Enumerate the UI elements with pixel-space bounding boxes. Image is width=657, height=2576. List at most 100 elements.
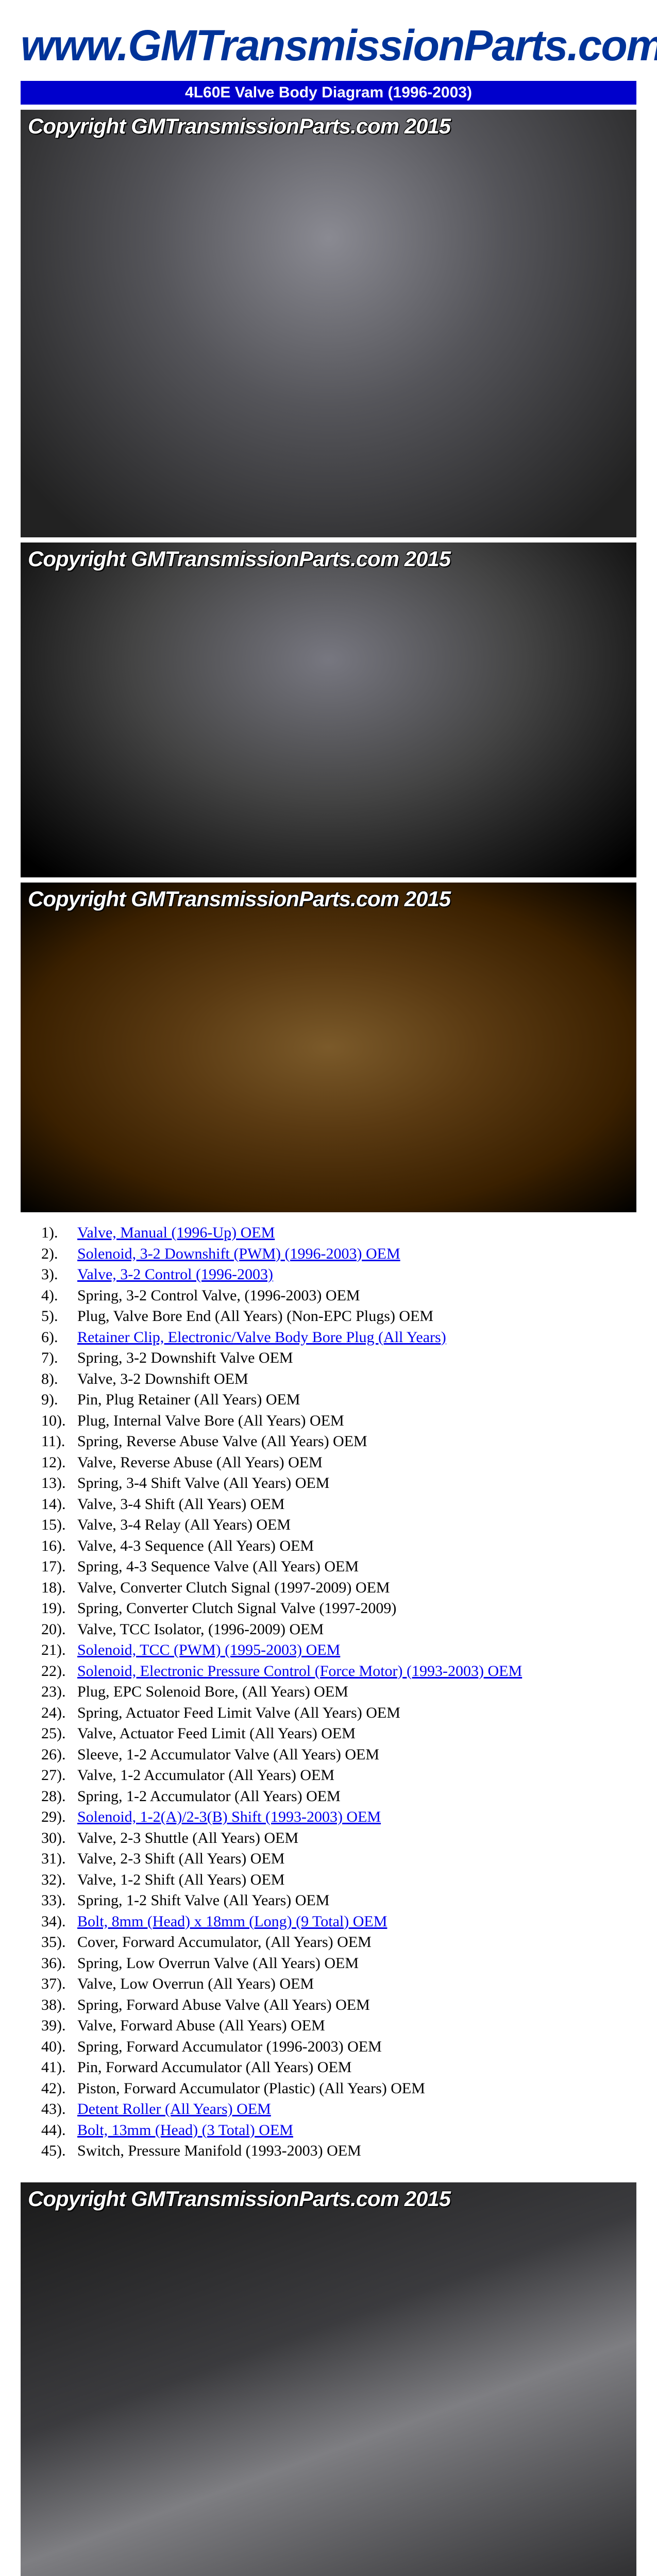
diagram-image: Copyright GMTransmissionParts.com 2015 <box>21 543 636 877</box>
part-text: Spring, 1-2 Shift Valve (All Years) OEM <box>77 1890 329 1911</box>
diagram-image: Copyright GMTransmissionParts.com 2015 <box>21 110 636 537</box>
part-number: 5). <box>41 1306 77 1327</box>
parts-list-row: 8).Valve, 3-2 Downshift OEM <box>41 1369 616 1390</box>
part-text: Valve, 1-2 Accumulator (All Years) OEM <box>77 1765 334 1786</box>
parts-list-row: 6).Retainer Clip, Electronic/Valve Body … <box>41 1327 616 1348</box>
part-number: 21). <box>41 1640 77 1661</box>
part-link[interactable]: Bolt, 8mm (Head) x 18mm (Long) (9 Total)… <box>77 1911 387 1933</box>
parts-list-row: 14).Valve, 3-4 Shift (All Years) OEM <box>41 1494 616 1515</box>
part-number: 26). <box>41 1744 77 1766</box>
part-number: 25). <box>41 1723 77 1744</box>
part-number: 32). <box>41 1870 77 1891</box>
part-text: Valve, 3-4 Shift (All Years) OEM <box>77 1494 284 1515</box>
part-number: 28). <box>41 1786 77 1807</box>
copyright-overlay: Copyright GMTransmissionParts.com 2015 <box>21 883 458 916</box>
part-link[interactable]: Valve, 3-2 Control (1996-2003) <box>77 1264 273 1285</box>
parts-list-row: 30).Valve, 2-3 Shuttle (All Years) OEM <box>41 1828 616 1849</box>
part-text: Spring, Actuator Feed Limit Valve (All Y… <box>77 1703 400 1724</box>
part-text: Spring, 3-2 Downshift Valve OEM <box>77 1348 293 1369</box>
parts-list-row: 31).Valve, 2-3 Shift (All Years) OEM <box>41 1849 616 1870</box>
part-text: Valve, Converter Clutch Signal (1997-200… <box>77 1578 390 1599</box>
parts-list-row: 9).Pin, Plug Retainer (All Years) OEM <box>41 1389 616 1411</box>
part-text: Spring, Reverse Abuse Valve (All Years) … <box>77 1431 367 1452</box>
part-text: Spring, Low Overrun Valve (All Years) OE… <box>77 1953 359 1974</box>
parts-list-row: 12).Valve, Reverse Abuse (All Years) OEM <box>41 1452 616 1473</box>
part-number: 8). <box>41 1369 77 1390</box>
part-number: 14). <box>41 1494 77 1515</box>
part-number: 23). <box>41 1682 77 1703</box>
parts-list-row: 24).Spring, Actuator Feed Limit Valve (A… <box>41 1703 616 1724</box>
part-number: 30). <box>41 1828 77 1849</box>
part-number: 20). <box>41 1619 77 1640</box>
site-url-top[interactable]: www.GMTransmissionParts.com <box>21 10 636 81</box>
part-text: Valve, 4-3 Sequence (All Years) OEM <box>77 1536 314 1557</box>
part-number: 42). <box>41 2078 77 2099</box>
part-text: Switch, Pressure Manifold (1993-2003) OE… <box>77 2141 361 2162</box>
part-link[interactable]: Bolt, 13mm (Head) (3 Total) OEM <box>77 2120 293 2141</box>
parts-list-row: 39).Valve, Forward Abuse (All Years) OEM <box>41 2015 616 2037</box>
part-text: Sleeve, 1-2 Accumulator Valve (All Years… <box>77 1744 379 1766</box>
part-number: 16). <box>41 1536 77 1557</box>
copyright-overlay: Copyright GMTransmissionParts.com 2015 <box>21 110 458 143</box>
part-text: Spring, 4-3 Sequence Valve (All Years) O… <box>77 1556 359 1578</box>
part-text: Plug, EPC Solenoid Bore, (All Years) OEM <box>77 1682 348 1703</box>
copyright-overlay: Copyright GMTransmissionParts.com 2015 <box>21 2182 458 2215</box>
part-text: Spring, 3-4 Shift Valve (All Years) OEM <box>77 1473 329 1494</box>
part-text: Valve, TCC Isolator, (1996-2009) OEM <box>77 1619 324 1640</box>
part-number: 17). <box>41 1556 77 1578</box>
part-number: 11). <box>41 1431 77 1452</box>
parts-list-row: 42).Piston, Forward Accumulator (Plastic… <box>41 2078 616 2099</box>
part-link[interactable]: Solenoid, Electronic Pressure Control (F… <box>77 1661 522 1682</box>
part-text: Valve, Low Overrun (All Years) OEM <box>77 1974 314 1995</box>
parts-list-row: 22).Solenoid, Electronic Pressure Contro… <box>41 1661 616 1682</box>
part-link[interactable]: Solenoid, TCC (PWM) (1995-2003) OEM <box>77 1640 340 1661</box>
parts-list-row: 26).Sleeve, 1-2 Accumulator Valve (All Y… <box>41 1744 616 1766</box>
part-text: Pin, Plug Retainer (All Years) OEM <box>77 1389 300 1411</box>
parts-list-row: 17).Spring, 4-3 Sequence Valve (All Year… <box>41 1556 616 1578</box>
part-number: 36). <box>41 1953 77 1974</box>
part-number: 12). <box>41 1452 77 1473</box>
parts-list-row: 20).Valve, TCC Isolator, (1996-2009) OEM <box>41 1619 616 1640</box>
part-text: Plug, Valve Bore End (All Years) (Non-EP… <box>77 1306 433 1327</box>
parts-list-row: 36).Spring, Low Overrun Valve (All Years… <box>41 1953 616 1974</box>
part-number: 2). <box>41 1244 77 1265</box>
parts-list-row: 45).Switch, Pressure Manifold (1993-2003… <box>41 2141 616 2162</box>
parts-list-row: 19).Spring, Converter Clutch Signal Valv… <box>41 1598 616 1619</box>
part-text: Spring, Converter Clutch Signal Valve (1… <box>77 1598 396 1619</box>
diagram-image: Copyright GMTransmissionParts.com 2015 <box>21 883 636 1212</box>
parts-list-row: 33).Spring, 1-2 Shift Valve (All Years) … <box>41 1890 616 1911</box>
parts-list-row: 15).Valve, 3-4 Relay (All Years) OEM <box>41 1515 616 1536</box>
part-link[interactable]: Solenoid, 3-2 Downshift (PWM) (1996-2003… <box>77 1244 400 1265</box>
part-text: Piston, Forward Accumulator (Plastic) (A… <box>77 2078 425 2099</box>
part-text: Spring, 3-2 Control Valve, (1996-2003) O… <box>77 1285 360 1307</box>
parts-list-row: 13).Spring, 3-4 Shift Valve (All Years) … <box>41 1473 616 1494</box>
parts-list-row: 27).Valve, 1-2 Accumulator (All Years) O… <box>41 1765 616 1786</box>
part-number: 3). <box>41 1264 77 1285</box>
part-number: 1). <box>41 1223 77 1244</box>
part-text: Valve, 2-3 Shift (All Years) OEM <box>77 1849 284 1870</box>
parts-list-row: 25).Valve, Actuator Feed Limit (All Year… <box>41 1723 616 1744</box>
parts-list-row: 44).Bolt, 13mm (Head) (3 Total) OEM <box>41 2120 616 2141</box>
part-link[interactable]: Detent Roller (All Years) OEM <box>77 2099 271 2120</box>
part-link[interactable]: Solenoid, 1-2(A)/2-3(B) Shift (1993-2003… <box>77 1807 381 1828</box>
parts-list-row: 7).Spring, 3-2 Downshift Valve OEM <box>41 1348 616 1369</box>
part-number: 19). <box>41 1598 77 1619</box>
part-text: Spring, Forward Accumulator (1996-2003) … <box>77 2037 382 2058</box>
part-number: 6). <box>41 1327 77 1348</box>
part-link[interactable]: Retainer Clip, Electronic/Valve Body Bor… <box>77 1327 446 1348</box>
part-number: 39). <box>41 2015 77 2037</box>
part-text: Valve, 1-2 Shift (All Years) OEM <box>77 1870 284 1891</box>
copyright-overlay: Copyright GMTransmissionParts.com 2015 <box>21 543 458 575</box>
part-number: 44). <box>41 2120 77 2141</box>
part-text: Valve, Forward Abuse (All Years) OEM <box>77 2015 325 2037</box>
part-number: 9). <box>41 1389 77 1411</box>
part-text: Valve, 3-4 Relay (All Years) OEM <box>77 1515 291 1536</box>
parts-list-row: 34).Bolt, 8mm (Head) x 18mm (Long) (9 To… <box>41 1911 616 1933</box>
parts-list-row: 16).Valve, 4-3 Sequence (All Years) OEM <box>41 1536 616 1557</box>
parts-list-row: 40).Spring, Forward Accumulator (1996-20… <box>41 2037 616 2058</box>
part-link[interactable]: Valve, Manual (1996-Up) OEM <box>77 1223 275 1244</box>
part-number: 33). <box>41 1890 77 1911</box>
part-number: 22). <box>41 1661 77 1682</box>
part-number: 35). <box>41 1932 77 1953</box>
part-number: 37). <box>41 1974 77 1995</box>
